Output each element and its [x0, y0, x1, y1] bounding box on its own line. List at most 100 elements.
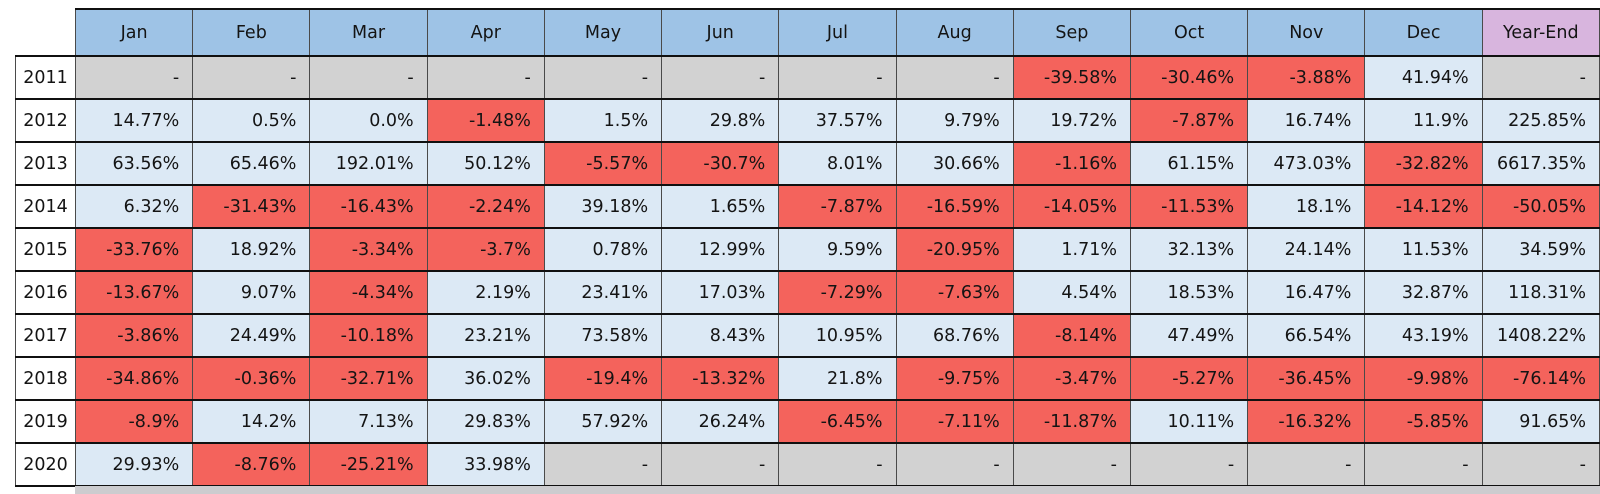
value-cell-2012-nov: 16.74%	[1247, 98, 1366, 143]
value-cell-2018-jun: -13.32%	[661, 356, 780, 401]
value-cell-2012-jul: 37.57%	[778, 98, 897, 143]
value-cell-2018-feb: -0.36%	[192, 356, 311, 401]
value-cell-2018-apr: 36.02%	[426, 356, 545, 401]
value-cell-2020-sep: -	[1012, 442, 1131, 487]
value-cell-2018-year-end: -76.14%	[1481, 356, 1600, 401]
value-cell-2012-mar: 0.0%	[309, 98, 428, 143]
value-cell-2011-may: -	[543, 55, 663, 100]
column-header-dec: Dec	[1364, 8, 1483, 57]
corner-cell	[15, 9, 76, 56]
value-cell-2019-apr: 29.83%	[426, 399, 545, 444]
column-header-oct: Oct	[1129, 8, 1249, 57]
value-cell-2018-nov: -36.45%	[1247, 356, 1366, 401]
column-header-jul: Jul	[778, 8, 897, 57]
value-cell-2017-nov: 66.54%	[1247, 313, 1366, 358]
value-cell-2020-jul: -	[778, 442, 897, 487]
value-cell-2011-aug: -	[895, 55, 1014, 100]
value-cell-2019-year-end: 91.65%	[1481, 399, 1600, 444]
value-cell-2018-oct: -5.27%	[1129, 356, 1249, 401]
table-body: 2011- - - - - - - - -39.58% -30.46% -3.88% 41.94% -2…	[15, 55, 1600, 487]
value-cell-2011-apr: -	[426, 55, 545, 100]
value-cell-2020-jun: -	[661, 442, 780, 487]
value-cell-2011-jul: -	[778, 55, 897, 100]
value-cell-2020-may: -	[543, 442, 663, 487]
value-cell-2013-nov: 473.03%	[1247, 141, 1366, 186]
value-cell-2014-jul: -7.87%	[778, 184, 897, 229]
value-cell-2020-dec: -	[1364, 442, 1483, 487]
value-cell-2016-oct: 18.53%	[1129, 270, 1249, 315]
table-row-2020: 2020 29.93% -8.76% -25.21% 33.98% - - - - - - - - -	[15, 442, 1600, 487]
value-cell-2014-aug: -16.59%	[895, 184, 1014, 229]
value-cell-2019-aug: -7.11%	[895, 399, 1014, 444]
year-cell-2012: 2012	[15, 98, 76, 143]
value-cell-2015-sep: 1.71%	[1012, 227, 1131, 272]
table-row-2013: 2013 63.56% 65.46% 192.01% 50.12% -5.57% -30.7…	[15, 141, 1600, 186]
value-cell-2017-jun: 8.43%	[661, 313, 780, 358]
value-cell-2014-feb: -31.43%	[192, 184, 311, 229]
table-row-2019: 2019 -8.9% 14.2% 7.13% 29.83% 57.92% 26.24% -6.…	[15, 399, 1600, 444]
value-cell-2018-aug: -9.75%	[895, 356, 1014, 401]
value-cell-2011-mar: -	[309, 55, 428, 100]
value-cell-2016-mar: -4.34%	[309, 270, 428, 315]
column-header-sep: Sep	[1012, 8, 1131, 57]
column-header-year-end: Year-End	[1481, 8, 1600, 57]
value-cell-2018-jan: -34.86%	[74, 356, 194, 401]
value-cell-2013-jun: -30.7%	[661, 141, 780, 186]
value-cell-2016-jan: -13.67%	[74, 270, 194, 315]
value-cell-2015-jun: 12.99%	[661, 227, 780, 272]
value-cell-2013-may: -5.57%	[543, 141, 663, 186]
table-row-2014: 2014 6.32% -31.43% -16.43% -2.24% 39.18% 1.65%…	[15, 184, 1600, 229]
value-cell-2015-dec: 11.53%	[1364, 227, 1483, 272]
column-header-nov: Nov	[1247, 8, 1366, 57]
value-cell-2015-oct: 32.13%	[1129, 227, 1249, 272]
value-cell-2011-sep: -39.58%	[1012, 55, 1131, 100]
table-row-2011: 2011- - - - - - - - -39.58% -30.46% -3.88% 41.94% -	[15, 55, 1600, 100]
value-cell-2016-jul: -7.29%	[778, 270, 897, 315]
year-cell-2018: 2018	[15, 356, 76, 401]
value-cell-2019-nov: -16.32%	[1247, 399, 1366, 444]
value-cell-2011-nov: -3.88%	[1247, 55, 1366, 100]
value-cell-2020-oct: -	[1129, 442, 1249, 487]
value-cell-2020-feb: -8.76%	[192, 442, 311, 487]
value-cell-2015-apr: -3.7%	[426, 227, 545, 272]
year-cell-2013: 2013	[15, 141, 76, 186]
value-cell-2018-jul: 21.8%	[778, 356, 897, 401]
value-cell-2019-may: 57.92%	[543, 399, 663, 444]
value-cell-2018-mar: -32.71%	[309, 356, 428, 401]
value-cell-2014-sep: -14.05%	[1012, 184, 1131, 229]
value-cell-2014-oct: -11.53%	[1129, 184, 1249, 229]
value-cell-2016-feb: 9.07%	[192, 270, 311, 315]
value-cell-2017-feb: 24.49%	[192, 313, 311, 358]
value-cell-2012-apr: -1.48%	[426, 98, 545, 143]
header-row: Jan Feb Mar Apr May Jun Jul Aug Sep Oct Nov Dec Year…	[15, 8, 1600, 57]
value-cell-2012-dec: 11.9%	[1364, 98, 1483, 143]
value-cell-2013-jan: 63.56%	[74, 141, 194, 186]
value-cell-2013-feb: 65.46%	[192, 141, 311, 186]
value-cell-2014-jun: 1.65%	[661, 184, 780, 229]
year-cell-2011: 2011	[15, 55, 76, 100]
value-cell-2017-aug: 68.76%	[895, 313, 1014, 358]
value-cell-2015-feb: 18.92%	[192, 227, 311, 272]
year-cell-2016: 2016	[15, 270, 76, 315]
value-cell-2013-aug: 30.66%	[895, 141, 1014, 186]
value-cell-2012-jun: 29.8%	[661, 98, 780, 143]
value-cell-2018-dec: -9.98%	[1364, 356, 1483, 401]
value-cell-2011-feb: -	[192, 55, 311, 100]
value-cell-2019-mar: 7.13%	[309, 399, 428, 444]
partial-next-row	[75, 486, 1600, 494]
column-header-mar: Mar	[309, 8, 428, 57]
value-cell-2012-jan: 14.77%	[74, 98, 194, 143]
value-cell-2013-dec: -32.82%	[1364, 141, 1483, 186]
value-cell-2011-jan: -	[74, 55, 194, 100]
value-cell-2016-sep: 4.54%	[1012, 270, 1131, 315]
value-cell-2017-dec: 43.19%	[1364, 313, 1483, 358]
value-cell-2012-feb: 0.5%	[192, 98, 311, 143]
value-cell-2014-jan: 6.32%	[74, 184, 194, 229]
column-header-may: May	[543, 8, 663, 57]
value-cell-2017-may: 73.58%	[543, 313, 663, 358]
value-cell-2018-may: -19.4%	[543, 356, 663, 401]
column-header-jan: Jan	[74, 8, 194, 57]
table-row-2017: 2017 -3.86% 24.49% -10.18% 23.21% 73.58% 8.43%…	[15, 313, 1600, 358]
value-cell-2014-nov: 18.1%	[1247, 184, 1366, 229]
value-cell-2018-sep: -3.47%	[1012, 356, 1131, 401]
